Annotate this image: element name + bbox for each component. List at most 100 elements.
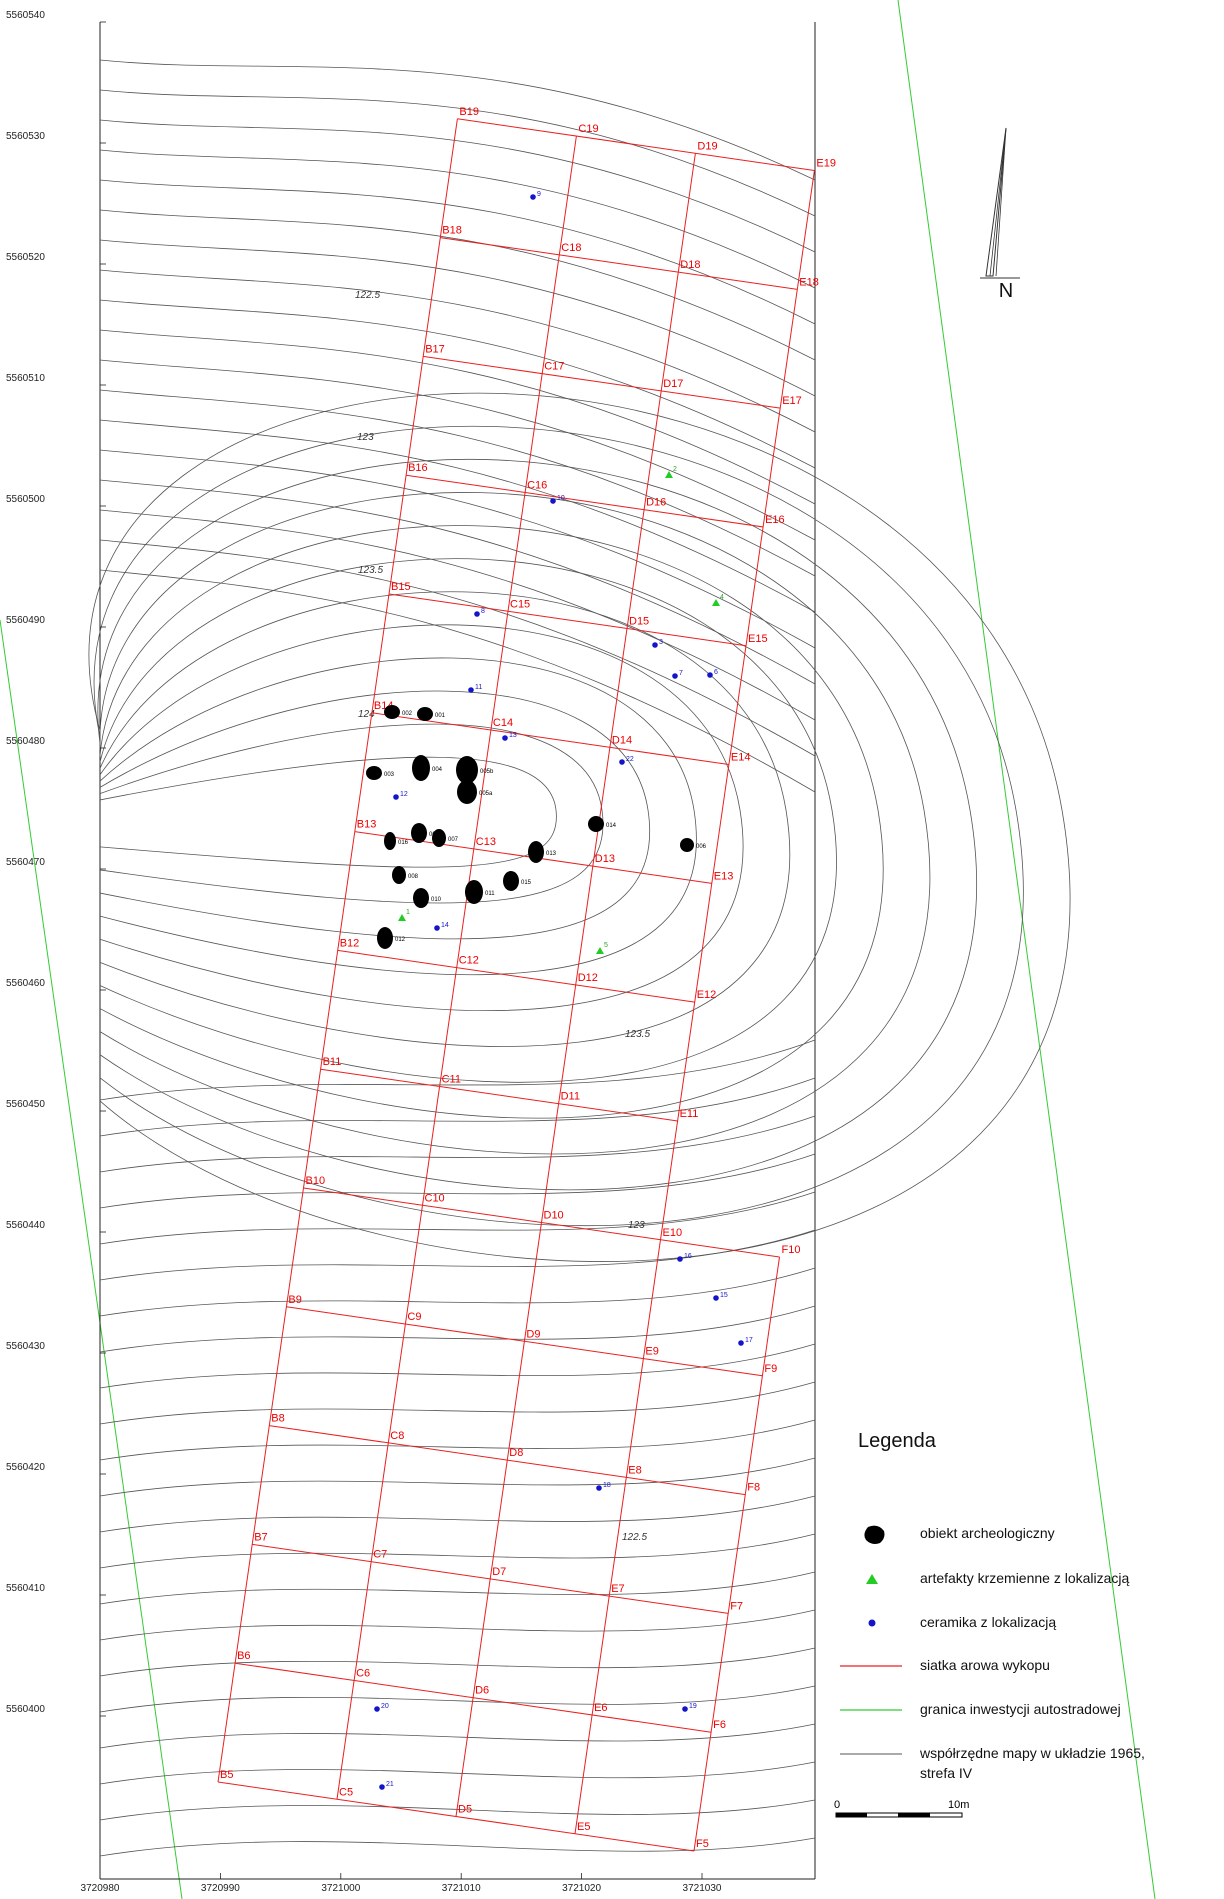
scale-bar: 0 10m [834,1799,969,1818]
grid-label-B18: B18 [442,225,462,237]
ceramic-label: 3 [659,639,663,646]
grid-label-D6: D6 [475,1685,489,1697]
boundary-line-west [0,619,183,1899]
grid-label-C17: C17 [544,361,564,373]
archaeological-object [503,871,519,891]
y-coord-label: 5560500 [6,494,45,505]
contour-south [99,1495,816,1533]
contour-ring [99,558,837,1083]
ceramic-label: 12 [400,791,408,798]
contour-south [99,1039,816,1101]
archaeological-object [413,888,429,908]
object-label: 009 [429,832,440,838]
contour-south [99,1191,816,1245]
archaeological-object [588,816,604,832]
contour-south [99,1229,816,1281]
contour-south [99,1609,816,1641]
grid-label-C12: C12 [459,955,479,967]
grid-label-F10: F10 [782,1244,801,1256]
flint-label: 4 [720,594,724,601]
contour-south [99,1457,816,1497]
grid-label-E15: E15 [748,633,768,645]
flint-find [712,599,720,606]
y-coord-label: 5560490 [6,615,45,626]
grid-label-E19: E19 [816,158,836,170]
grid-label-F9: F9 [764,1363,777,1375]
grid-label-B5: B5 [220,1769,233,1781]
legend-title: Legenda [858,1430,937,1452]
ceramic-find [672,673,678,679]
y-coord-label: 5560530 [6,131,45,142]
grid-label-E11: E11 [680,1108,699,1120]
contour-ring [99,591,791,1047]
grid-label-E12: E12 [697,989,717,1001]
grid-label-D10: D10 [544,1210,564,1222]
contour-label: 124 [358,709,375,720]
contour-north [99,299,816,469]
archaeological-object [465,880,483,904]
contour-north [99,389,816,577]
object-label: 004 [432,767,443,773]
grid-label-E13: E13 [714,870,734,882]
object-label: 005a [479,791,493,797]
y-coord-label: 5560460 [6,978,45,989]
grid-label-D17: D17 [663,378,683,390]
grid-row-line [320,1068,678,1122]
ceramic-find [550,498,556,504]
contour-ring [99,657,697,976]
contour-north [99,179,816,325]
ceramic-find [474,611,480,617]
x-coord-label: 3721000 [321,1883,360,1894]
grid-label-B11: B11 [323,1056,342,1068]
ceramic-label: 9 [537,191,541,198]
grid-label-D19: D19 [697,140,717,152]
grid-col-line [693,1256,780,1852]
grid-label-D11: D11 [561,1091,580,1103]
contour-north [99,239,816,397]
legend: Legenda obiekt archeologiczny artefakty … [840,1430,1145,1781]
grid-label-C5: C5 [339,1786,353,1798]
contour-ring [99,492,931,1155]
ceramic-find [682,1706,688,1712]
contour-label: 123 [628,1220,645,1231]
contour-north [99,509,816,721]
object-label: 013 [546,851,557,857]
grid-col-line [336,135,577,1800]
grid-label-B16: B16 [408,462,428,474]
ceramic-find [434,925,440,931]
ceramic-label: 16 [684,1253,692,1260]
contour-south [99,1571,816,1605]
grid-col-line [217,118,458,1783]
ceramic-label: 14 [441,922,449,929]
y-coord-label: 5560510 [6,373,45,384]
grid-label-B19: B19 [459,106,479,118]
grid-label-D14: D14 [612,734,632,746]
contour-south [99,1115,816,1173]
contour-ring [99,525,884,1119]
grid-label-B9: B9 [288,1294,301,1306]
y-coord-label: 5560470 [6,857,45,868]
contour-north [99,419,816,613]
flint-symbol-icon [866,1574,878,1584]
contour-ring [99,690,650,940]
grid-label-C8: C8 [390,1430,404,1442]
contour-ring [99,723,604,904]
x-coordinate-labels: 3720980 3720990 3721000 3721010 3721020 37210… [81,1873,722,1894]
y-coord-label: 5560410 [6,1583,45,1594]
grid-label-E6: E6 [594,1702,607,1714]
contour-south [99,1685,816,1713]
grid-label-F7: F7 [730,1600,743,1612]
x-coord-label: 3721010 [442,1883,481,1894]
grid-row-line [406,474,764,528]
contour-south [99,1267,816,1317]
archaeological-object [366,766,382,780]
object-label: 003 [384,772,395,778]
ceramic-label: 19 [689,1703,697,1710]
contour-north [99,539,816,757]
archaeological-object [680,838,694,852]
contour-labels: 122.5 123 123.5 124 123.5 123 122.5 [355,290,650,1543]
x-coord-label: 3721030 [683,1883,722,1894]
grid-label-E7: E7 [611,1583,624,1595]
